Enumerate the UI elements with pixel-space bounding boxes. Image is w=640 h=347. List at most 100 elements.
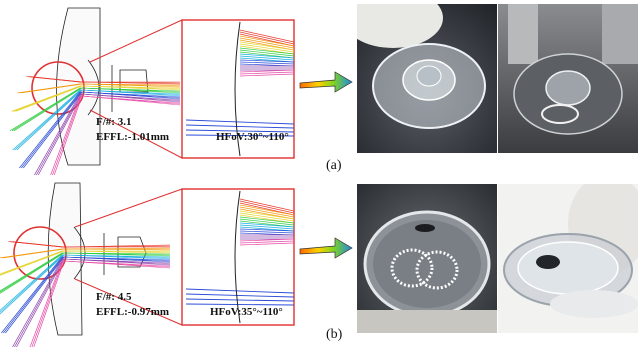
ray-line [0,252,63,292]
ray-line [185,293,295,298]
ray-line [239,41,295,51]
ray-line [11,87,82,132]
ray-line [63,248,171,251]
ray-line [239,55,295,61]
ray-fan [9,76,181,175]
ray-line [81,85,181,91]
ray-line [0,254,65,315]
ray-line [5,256,65,334]
ray-line [31,260,64,347]
ray-line [185,119,295,125]
ray-line [30,76,83,83]
ray-line [81,93,181,103]
zoom-rays [185,29,295,137]
ray-line [0,252,64,293]
ray-line [63,250,171,254]
ray-line [63,260,171,269]
ray-line [239,71,295,75]
ray-line [35,93,82,175]
ray-line [13,85,82,112]
ray-line [16,258,65,347]
ray-line [185,134,295,137]
ray-line [14,258,64,347]
ray-line [239,53,295,59]
ray-line [37,93,83,175]
ray-line [34,93,81,175]
ray-line [185,298,295,302]
ray-line [239,31,295,45]
ray-line [63,258,171,266]
ray-line [239,200,295,214]
ray-line [12,241,65,248]
ray-line [19,91,81,169]
effl-label: EFFL:-1.01mm [96,131,170,143]
ray-line [1,256,63,334]
zoom-lines [74,188,183,326]
ray-line [0,250,63,275]
panel-b-diagram [0,182,353,347]
hfov-label: HFoV:35°~110° [210,306,283,318]
ray-line [13,87,83,132]
lens-photo-icon [357,184,497,333]
effl-label: EFFL:-0.97mm [96,306,170,318]
ray-line [239,29,295,43]
ray-line [0,250,65,276]
ray-line [23,91,83,169]
ray-line [12,258,63,347]
ray-line [239,43,295,53]
ray-line [239,240,295,244]
ray-line [81,87,181,94]
ray-line [239,204,295,216]
ray-line [53,95,83,175]
lens-photo-a1 [357,4,497,153]
ray-line [33,260,65,347]
ray-line [239,206,295,218]
ray-line [63,256,171,263]
ray-line [239,242,295,246]
ray-line [239,224,295,230]
ray-line [0,250,64,276]
ray-line [21,91,82,169]
ray-line [239,49,295,57]
ray-line [81,91,181,100]
ray-line [185,124,295,129]
ray-line [63,254,171,260]
ray-line [239,198,295,212]
ray-line [81,81,181,85]
ray-line [52,95,82,175]
ray-line [9,87,81,132]
ray-line [63,252,171,257]
ray-line [16,89,83,151]
fnum-label: F/#: 4.5 [96,291,132,303]
ray-line [50,95,81,175]
lens-photo-a2 [498,4,638,153]
zoom-rays [185,198,295,306]
ray-line [14,89,82,151]
ray-line [0,252,65,294]
lens-photo-b2 [498,184,638,333]
arrow-right-icon [299,71,353,93]
ray-line [239,69,295,73]
ray-line [12,89,81,151]
ray-line [3,248,65,259]
ray-line [239,61,295,65]
ray-line [239,212,295,222]
ray-line [239,222,295,228]
zoom-lines [89,19,183,159]
ray-line [29,260,63,347]
arrow-right-icon [299,237,353,259]
ray-line [185,303,295,306]
ray-line [0,254,64,313]
ray-line [239,73,295,77]
ray-line [185,129,295,133]
ray-line [239,210,295,220]
hfov-label: HFoV:30°~110° [216,131,289,143]
ray-fan [0,241,171,347]
ray-line [239,216,295,224]
ray-line [21,83,83,94]
ray-line [81,95,181,106]
lens-photo-icon [357,4,497,153]
ray-line [81,89,181,97]
ray-line [239,47,295,55]
